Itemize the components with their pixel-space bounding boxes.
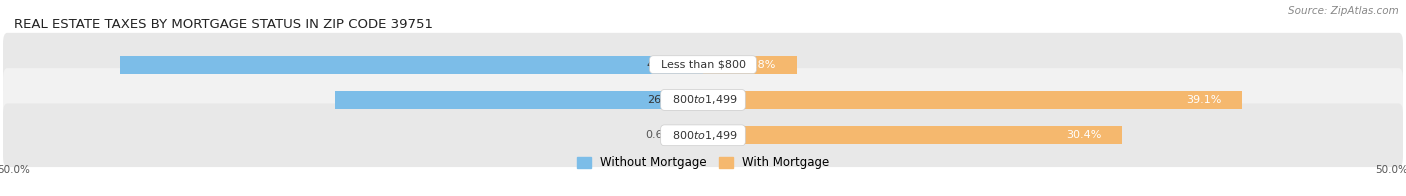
Bar xyxy=(335,91,703,109)
Text: 39.1%: 39.1% xyxy=(1185,95,1220,105)
Bar xyxy=(703,91,1241,109)
Bar xyxy=(695,126,703,144)
Text: 0.61%: 0.61% xyxy=(645,130,681,140)
Bar xyxy=(703,126,1122,144)
Text: 42.3%: 42.3% xyxy=(647,60,682,70)
Text: $800 to $1,499: $800 to $1,499 xyxy=(665,93,741,106)
Text: $800 to $1,499: $800 to $1,499 xyxy=(665,129,741,142)
Text: REAL ESTATE TAXES BY MORTGAGE STATUS IN ZIP CODE 39751: REAL ESTATE TAXES BY MORTGAGE STATUS IN … xyxy=(14,18,433,31)
Text: 6.8%: 6.8% xyxy=(748,60,776,70)
Text: Source: ZipAtlas.com: Source: ZipAtlas.com xyxy=(1288,6,1399,16)
Text: 30.4%: 30.4% xyxy=(1066,130,1101,140)
Bar xyxy=(703,56,797,74)
FancyBboxPatch shape xyxy=(3,68,1403,132)
FancyBboxPatch shape xyxy=(3,103,1403,167)
FancyBboxPatch shape xyxy=(3,33,1403,96)
Text: Less than $800: Less than $800 xyxy=(654,60,752,70)
Bar xyxy=(120,56,703,74)
Legend: Without Mortgage, With Mortgage: Without Mortgage, With Mortgage xyxy=(576,156,830,169)
Text: 26.7%: 26.7% xyxy=(647,95,682,105)
